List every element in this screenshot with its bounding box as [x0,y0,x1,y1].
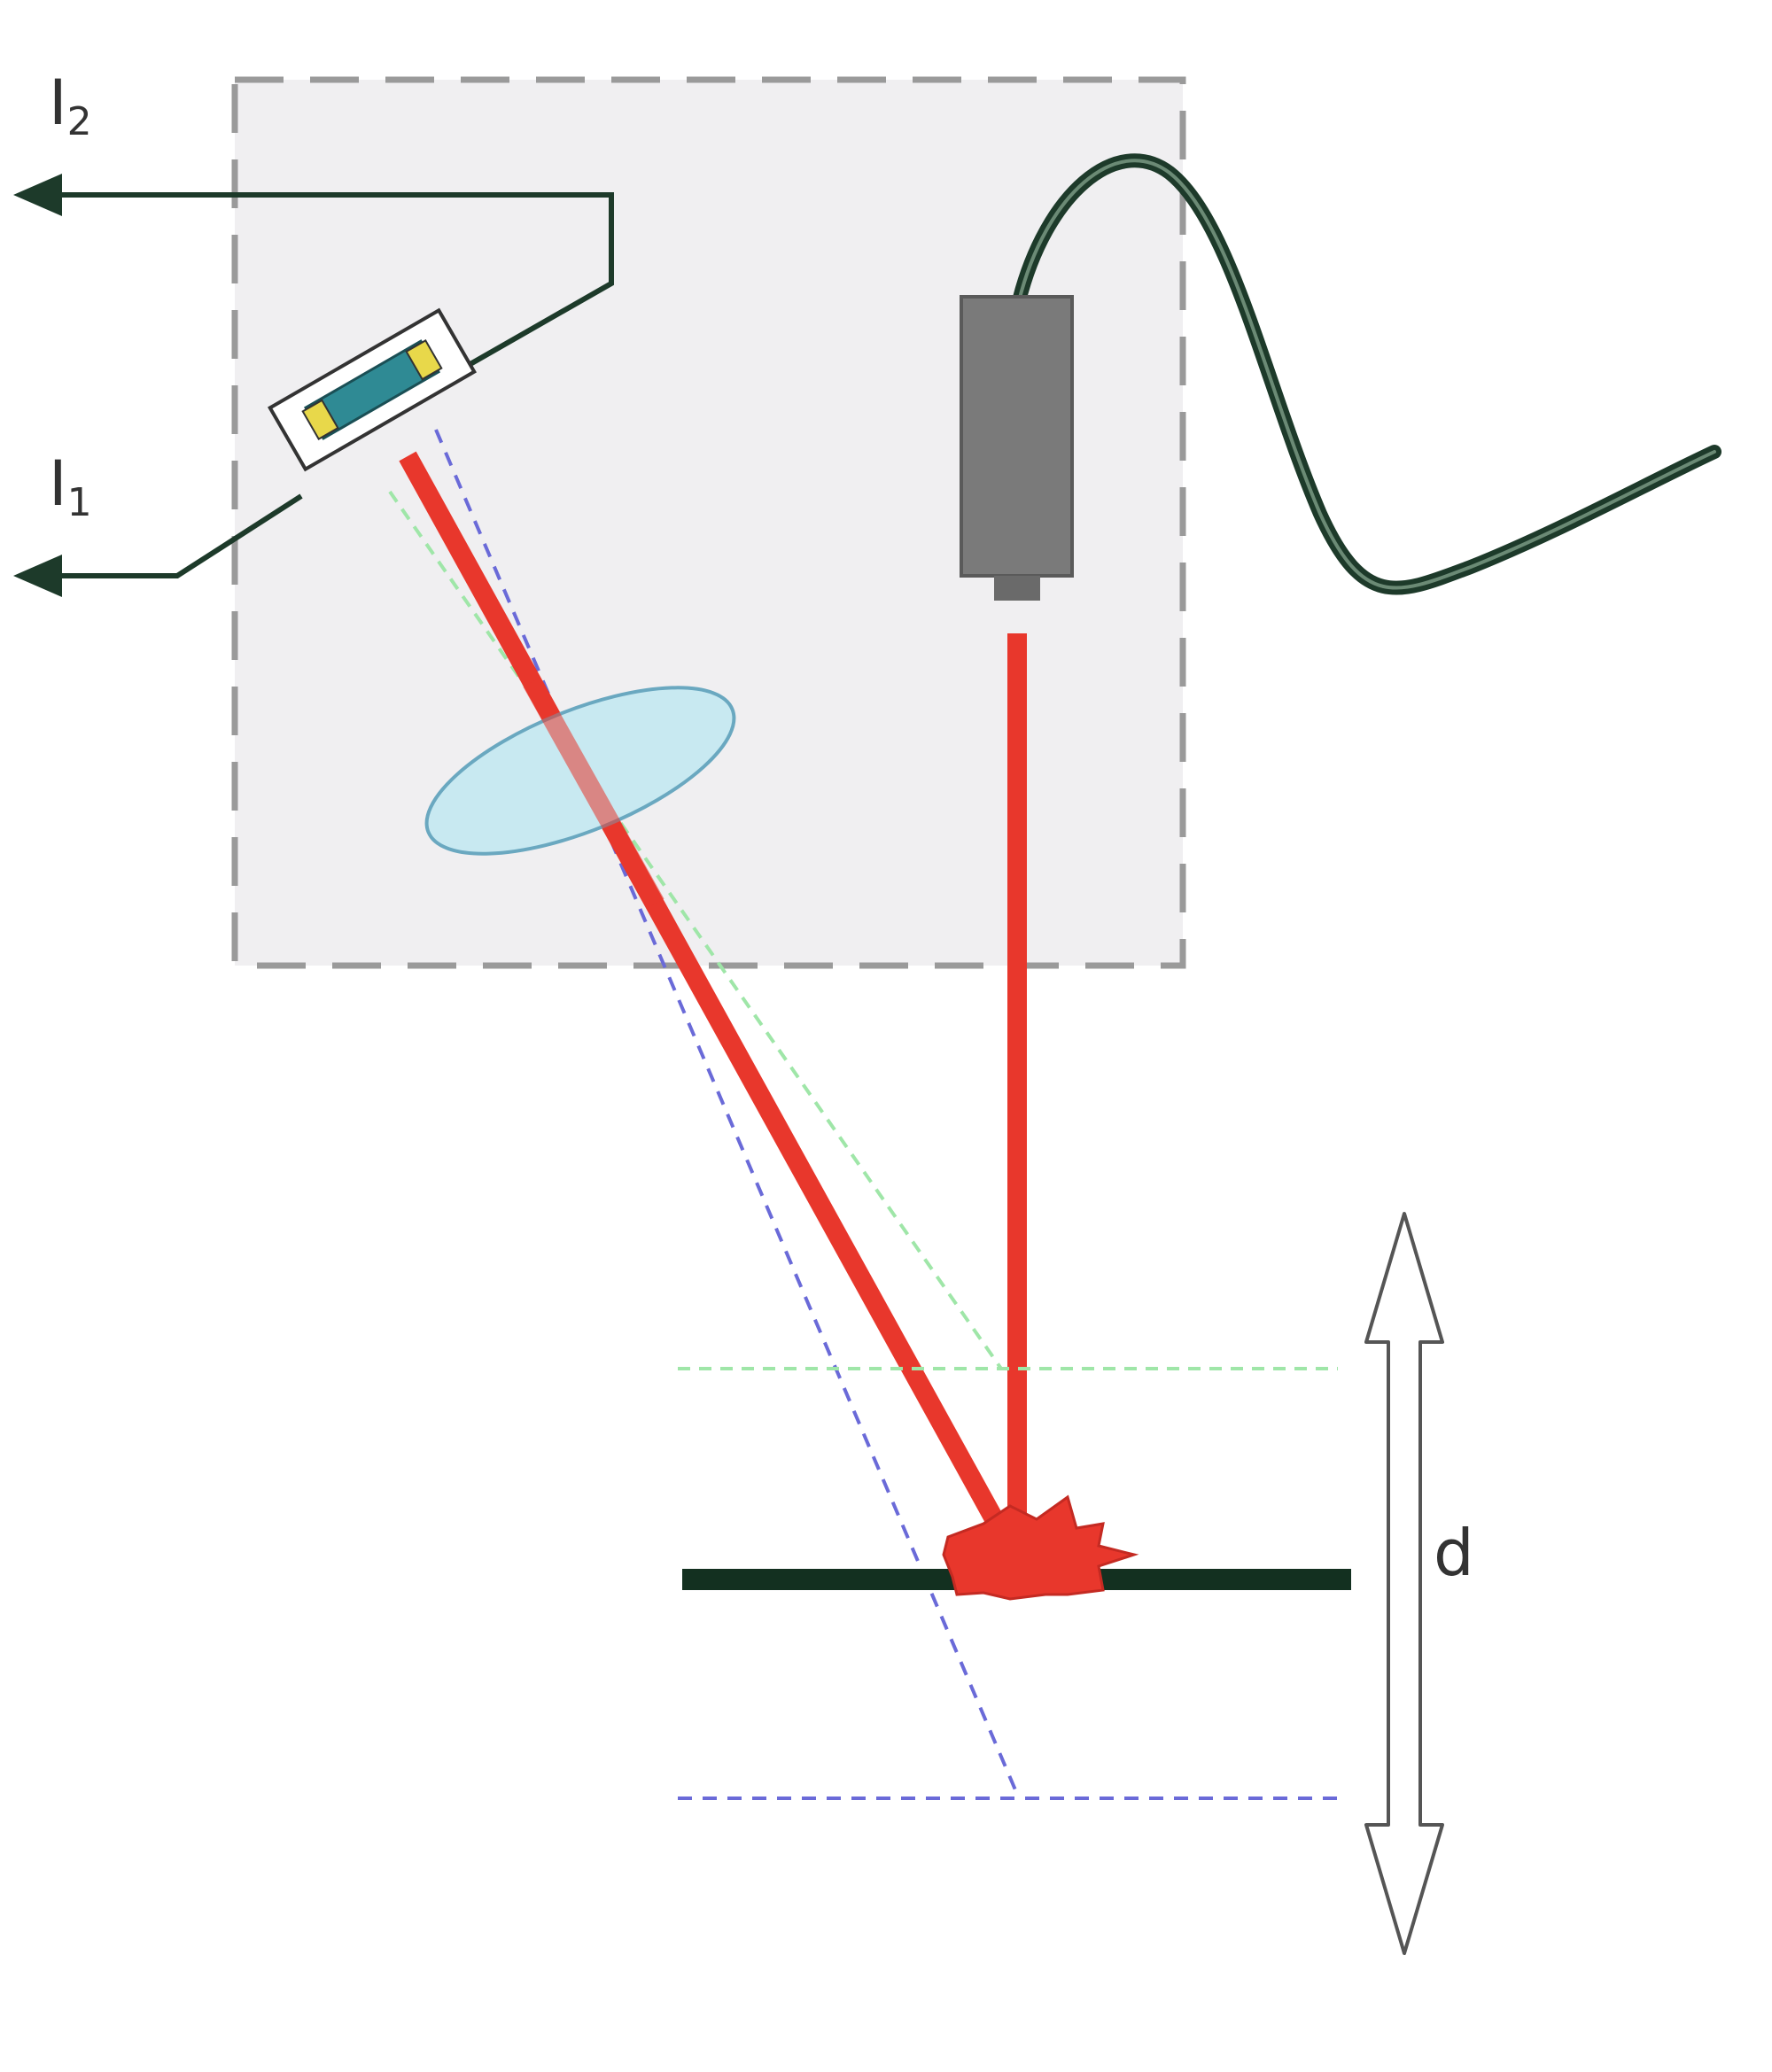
i2-subscript: 2 [67,99,92,144]
near-limit-ray [388,490,1003,1370]
laser-diode-icon [960,295,1074,601]
laser-spot-icon [942,1494,1139,1601]
i2-label: I2 [49,66,92,144]
reflected-laser-beam [399,451,1006,1529]
i2-letter: I [49,66,67,139]
distance-label: d [1434,1516,1474,1590]
position-sensitive-detector-icon [268,307,477,472]
detector-wires [13,174,614,597]
i1-letter: I [49,447,67,520]
distance-arrow [1364,1212,1444,1955]
i1-label: I1 [49,447,92,525]
reflected-beam-through-lens [523,677,664,909]
i1-subscript: 1 [67,480,92,525]
laser-cable [1012,153,1721,595]
